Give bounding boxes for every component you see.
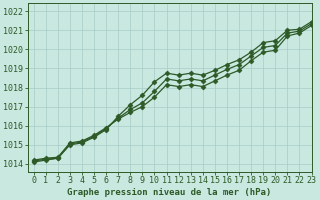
X-axis label: Graphe pression niveau de la mer (hPa): Graphe pression niveau de la mer (hPa) xyxy=(68,188,272,197)
